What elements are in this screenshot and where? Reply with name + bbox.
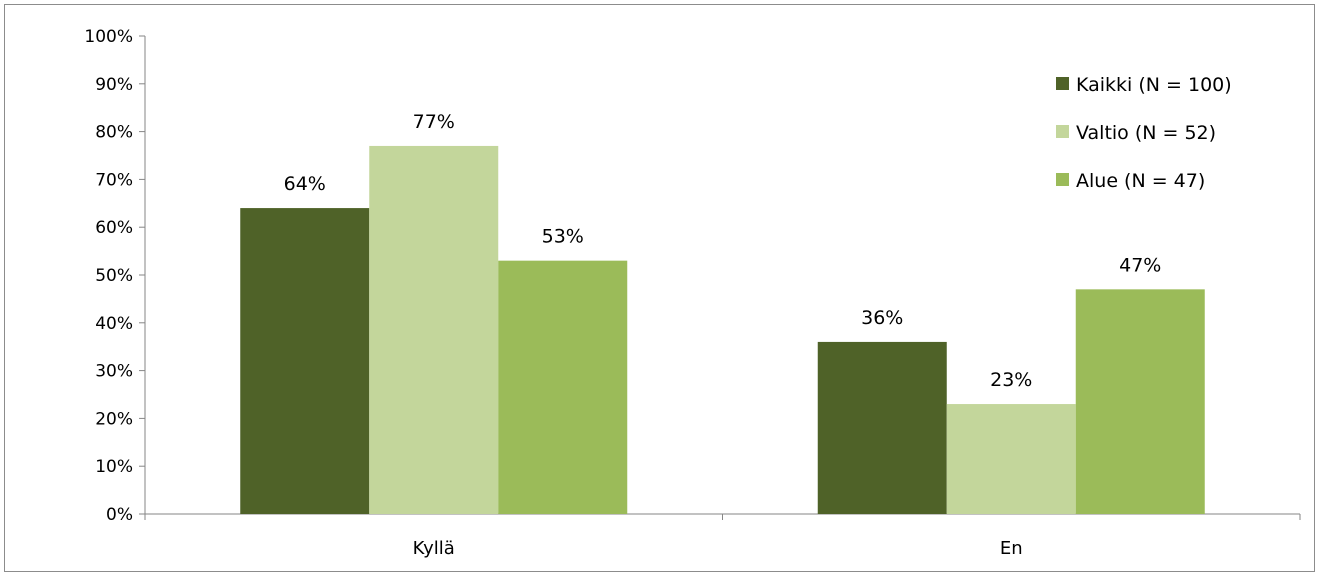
data-label: 64%	[284, 173, 326, 195]
y-tick-label: 50%	[95, 266, 133, 286]
y-tick-label: 70%	[95, 170, 133, 190]
data-label: 23%	[990, 369, 1032, 391]
legend-swatch	[1056, 173, 1069, 186]
legend: Kaikki (N = 100) Valtio (N = 52) Alue (N =…	[1056, 74, 1232, 192]
legend-swatch	[1056, 77, 1069, 90]
y-tick-label: 90%	[95, 75, 133, 95]
x-category-label: Kyllä	[413, 538, 455, 559]
y-tick-label: 20%	[95, 409, 133, 429]
bars	[240, 145, 1205, 514]
legend-label: Valtio (N = 52)	[1076, 122, 1216, 144]
y-tick-label: 10%	[95, 457, 133, 477]
x-category-label: En	[1000, 538, 1023, 559]
y-tick-label: 60%	[95, 218, 133, 238]
bar	[946, 404, 1076, 514]
bar	[240, 208, 370, 514]
y-tick-label: 0%	[106, 505, 133, 525]
data-label: 36%	[861, 307, 903, 329]
data-label: 53%	[542, 226, 584, 248]
legend-label: Alue (N = 47)	[1076, 170, 1205, 192]
y-axis: 0% 10% 20% 30% 40% 50% 60% 70% 80% 90% 100%	[84, 27, 146, 525]
bar	[817, 341, 947, 514]
bar	[369, 145, 499, 514]
y-tick-label: 80%	[95, 123, 133, 143]
bar	[498, 260, 628, 514]
x-axis: Kyllä En	[144, 513, 1301, 559]
bar	[1075, 289, 1205, 514]
data-label: 77%	[413, 111, 455, 133]
data-labels: 64% 77% 53% 36% 23% 47%	[284, 111, 1162, 391]
y-tick-label: 30%	[95, 362, 133, 382]
legend-swatch	[1056, 125, 1069, 138]
data-label: 47%	[1119, 254, 1161, 276]
y-tick-label: 100%	[84, 27, 133, 47]
y-tick-label: 40%	[95, 314, 133, 334]
legend-label: Kaikki (N = 100)	[1076, 74, 1232, 96]
